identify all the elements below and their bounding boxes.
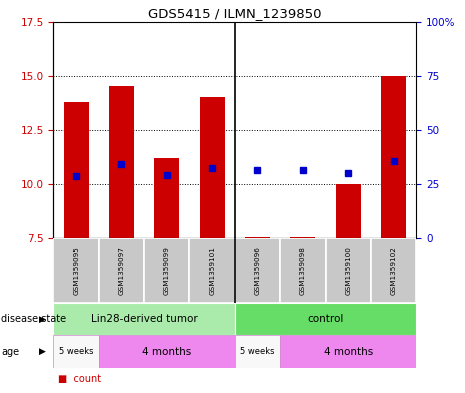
Bar xyxy=(189,238,235,303)
Text: Lin28-derived tumor: Lin28-derived tumor xyxy=(91,314,198,324)
Bar xyxy=(336,184,361,238)
Text: GSM1359095: GSM1359095 xyxy=(73,246,79,295)
Bar xyxy=(53,303,235,335)
Bar xyxy=(235,238,280,303)
Title: GDS5415 / ILMN_1239850: GDS5415 / ILMN_1239850 xyxy=(148,7,322,20)
Text: ■  count: ■ count xyxy=(58,374,101,384)
Bar xyxy=(64,101,89,238)
Bar xyxy=(109,86,134,238)
Text: age: age xyxy=(1,347,19,356)
Bar xyxy=(245,237,270,238)
Bar xyxy=(381,75,406,238)
Bar xyxy=(199,97,225,238)
Text: GSM1359098: GSM1359098 xyxy=(300,246,306,295)
Text: 5 weeks: 5 weeks xyxy=(59,347,93,356)
Bar xyxy=(371,238,416,303)
Text: ▶: ▶ xyxy=(40,347,46,356)
Text: control: control xyxy=(307,314,344,324)
Bar xyxy=(144,238,190,303)
Bar xyxy=(235,303,416,335)
Text: 4 months: 4 months xyxy=(142,347,192,356)
Text: GSM1359099: GSM1359099 xyxy=(164,246,170,295)
Bar xyxy=(280,335,416,368)
Bar xyxy=(235,335,280,368)
Text: 5 weeks: 5 weeks xyxy=(240,347,275,356)
Bar xyxy=(99,238,144,303)
Bar xyxy=(326,238,371,303)
Text: GSM1359102: GSM1359102 xyxy=(391,246,397,295)
Text: disease state: disease state xyxy=(1,314,66,324)
Text: GSM1359096: GSM1359096 xyxy=(254,246,260,295)
Bar xyxy=(154,158,179,238)
Text: GSM1359100: GSM1359100 xyxy=(345,246,351,295)
Text: GSM1359101: GSM1359101 xyxy=(209,246,215,295)
Bar xyxy=(99,335,235,368)
Bar xyxy=(53,238,99,303)
Bar xyxy=(53,335,99,368)
Text: GSM1359097: GSM1359097 xyxy=(119,246,125,295)
Bar xyxy=(280,238,326,303)
Bar xyxy=(290,237,315,238)
Text: ▶: ▶ xyxy=(40,314,46,323)
Text: 4 months: 4 months xyxy=(324,347,373,356)
